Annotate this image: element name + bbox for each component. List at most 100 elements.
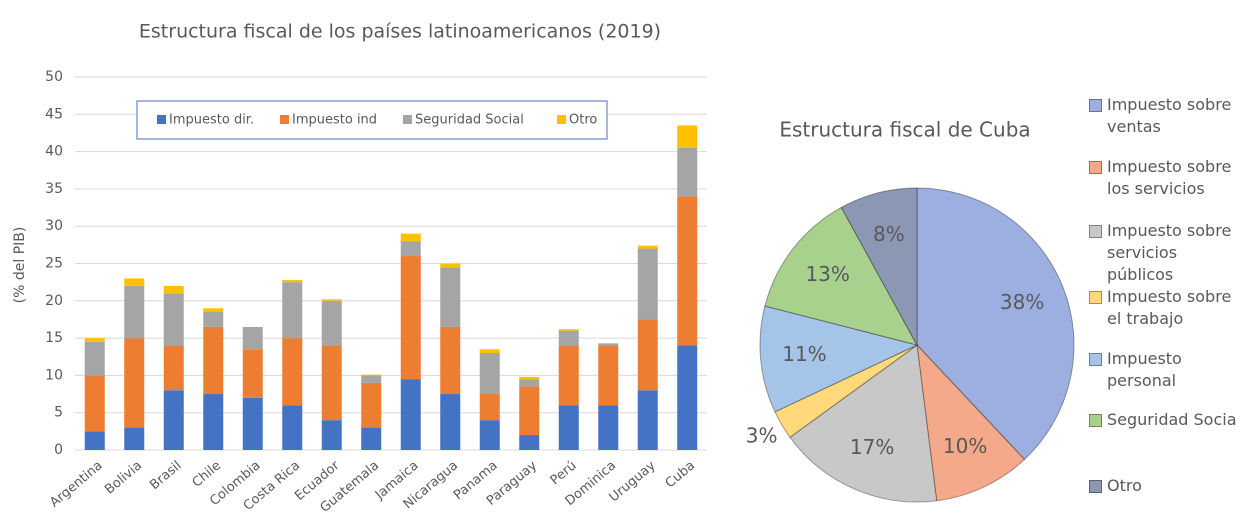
bar-segment xyxy=(124,278,145,286)
bar-segment xyxy=(677,196,698,346)
legend-swatch xyxy=(557,115,566,124)
legend-item: Impuesto sobre el trabajo xyxy=(1089,286,1237,330)
y-tick-label: 40 xyxy=(45,144,63,160)
pie-slice xyxy=(916,343,1026,502)
legend-label: Impuesto sobre el trabajo xyxy=(1107,287,1232,328)
x-tick-label: Chile xyxy=(189,458,224,490)
y-tick-label: 45 xyxy=(45,106,63,122)
y-tick-label: 0 xyxy=(54,442,63,458)
legend-label: Impuesto dir. xyxy=(169,113,254,128)
bar-segment xyxy=(637,248,658,320)
pie-slice xyxy=(840,187,918,346)
legend-swatch xyxy=(1089,161,1102,174)
x-tick-label: Brasil xyxy=(147,458,184,493)
legend-swatch xyxy=(1089,480,1102,493)
pie-slice xyxy=(789,344,938,503)
legend-label: Impuesto ind xyxy=(292,113,377,128)
legend-item: Impuesto sobre los servicios xyxy=(1089,156,1237,200)
bar-segment xyxy=(361,375,382,383)
bar-segment xyxy=(84,431,105,450)
legend-swatch xyxy=(1089,225,1102,238)
legend-swatch xyxy=(403,115,412,124)
legend-item: Impuesto personal xyxy=(1089,348,1237,392)
bar-segment xyxy=(321,300,342,346)
y-tick-label: 15 xyxy=(45,330,63,346)
bar-segment xyxy=(598,343,619,346)
bar-segment xyxy=(163,390,184,450)
bar-segment xyxy=(558,330,579,346)
y-tick-label: 35 xyxy=(45,181,63,197)
y-axis-label: (% del PIB) xyxy=(12,227,28,304)
bar-segment xyxy=(479,353,500,395)
y-tick-label: 30 xyxy=(45,218,63,234)
bar-segment xyxy=(400,241,421,257)
bar-segment xyxy=(677,345,698,450)
bar-segment xyxy=(677,125,698,148)
legend-swatch xyxy=(157,115,166,124)
pie-slice xyxy=(764,206,918,346)
bar-segment xyxy=(321,299,342,301)
x-tick-label: Cuba xyxy=(663,458,698,491)
bar-segment xyxy=(519,386,540,436)
x-tick-label: Argentina xyxy=(47,458,105,510)
data-label: 38% xyxy=(1000,290,1044,314)
bar-segment xyxy=(598,345,619,406)
bar-segment xyxy=(124,285,145,339)
bar-segment xyxy=(677,147,698,197)
bar-segment xyxy=(400,379,421,450)
bar-segment xyxy=(124,427,145,450)
bar-segment xyxy=(519,435,540,450)
bar-segment xyxy=(242,349,263,398)
legend-swatch xyxy=(1089,291,1102,304)
bar-segment xyxy=(321,420,342,450)
bar-segment xyxy=(361,427,382,450)
bar-segment xyxy=(84,375,105,432)
bar-segment xyxy=(361,382,382,428)
bar-segment xyxy=(519,379,540,387)
legend-swatch xyxy=(1089,353,1102,366)
bar-segment xyxy=(242,326,263,350)
legend-item: Seguridad Social xyxy=(1089,409,1237,431)
bar-segment xyxy=(163,345,184,391)
legend-label: Impuesto sobre ventas xyxy=(1107,95,1232,136)
bar-segment xyxy=(361,374,382,376)
bar-segment xyxy=(440,394,461,450)
bar-segment xyxy=(479,420,500,450)
bar-segment xyxy=(440,263,461,268)
bar-segment xyxy=(282,282,303,339)
data-label: 3% xyxy=(746,423,778,447)
pie-slice xyxy=(774,344,918,438)
bar-segment xyxy=(400,256,421,380)
pie-title: Estructura fiscal de Cuba xyxy=(779,118,1030,142)
bar-segment xyxy=(203,394,224,450)
bar-segment xyxy=(637,319,658,391)
bar-segment xyxy=(519,376,540,380)
bar-segment xyxy=(242,397,263,450)
bar-segment xyxy=(440,326,461,395)
bar-segment xyxy=(558,329,579,331)
bar-segment xyxy=(598,405,619,450)
legend-swatch xyxy=(280,115,289,124)
legend-label: Seguridad Social xyxy=(1107,410,1237,429)
legend-label: Impuesto personal xyxy=(1107,349,1182,390)
legend-swatch xyxy=(1089,414,1102,427)
x-tick-label: Bolivia xyxy=(102,458,145,497)
bar-segment xyxy=(558,345,579,406)
bar-segment xyxy=(203,326,224,395)
legend-label: Seguridad Social xyxy=(415,113,524,128)
bar-segment xyxy=(558,405,579,450)
y-tick-label: 25 xyxy=(45,256,63,272)
bar-segment xyxy=(637,245,658,249)
legend-item: Impuesto sobre ventas xyxy=(1089,94,1237,138)
bar-segment xyxy=(637,390,658,450)
bar-segment xyxy=(282,338,303,406)
y-tick-label: 10 xyxy=(45,367,63,383)
legend-label: Otro xyxy=(1107,476,1142,495)
data-label: 17% xyxy=(850,435,894,459)
legend-label: Impuesto sobre los servicios xyxy=(1107,157,1232,198)
bar-segment xyxy=(124,338,145,428)
data-label: 13% xyxy=(805,262,849,286)
bar-segment xyxy=(163,293,184,346)
